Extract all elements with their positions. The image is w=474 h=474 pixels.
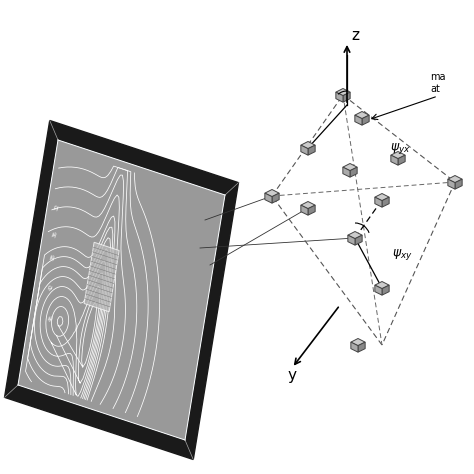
Polygon shape — [348, 231, 362, 238]
Text: ma
at: ma at — [430, 72, 446, 93]
Polygon shape — [18, 140, 225, 440]
Text: 38: 38 — [49, 253, 56, 261]
Polygon shape — [343, 167, 350, 177]
Text: 46: 46 — [48, 315, 55, 323]
Text: 36: 36 — [52, 230, 58, 238]
Polygon shape — [343, 164, 357, 171]
Polygon shape — [350, 167, 357, 177]
Polygon shape — [336, 89, 350, 96]
Polygon shape — [343, 92, 350, 102]
Polygon shape — [382, 197, 389, 207]
Text: z: z — [351, 28, 359, 43]
Polygon shape — [448, 179, 455, 189]
Polygon shape — [355, 115, 362, 125]
Text: 32: 32 — [54, 203, 61, 211]
Polygon shape — [355, 235, 362, 245]
Polygon shape — [5, 120, 238, 459]
Polygon shape — [301, 205, 308, 215]
Text: 42: 42 — [48, 283, 55, 292]
Polygon shape — [391, 155, 398, 165]
Polygon shape — [351, 342, 358, 352]
Polygon shape — [308, 145, 315, 155]
Text: y: y — [288, 368, 297, 383]
Polygon shape — [358, 342, 365, 352]
Polygon shape — [265, 190, 279, 197]
Polygon shape — [336, 92, 343, 102]
Polygon shape — [398, 155, 405, 165]
Polygon shape — [382, 285, 389, 295]
Polygon shape — [375, 193, 389, 201]
Polygon shape — [355, 111, 369, 118]
Polygon shape — [391, 152, 405, 159]
Polygon shape — [375, 285, 382, 295]
Polygon shape — [301, 142, 315, 149]
Text: $\psi_{xy}$: $\psi_{xy}$ — [392, 246, 413, 262]
Polygon shape — [448, 175, 462, 182]
Polygon shape — [265, 193, 272, 203]
Polygon shape — [301, 145, 308, 155]
Polygon shape — [348, 235, 355, 245]
Polygon shape — [375, 197, 382, 207]
Polygon shape — [301, 201, 315, 209]
Text: $\psi_{yx}$: $\psi_{yx}$ — [390, 140, 410, 155]
Polygon shape — [308, 205, 315, 215]
Polygon shape — [351, 338, 365, 346]
Polygon shape — [18, 140, 225, 440]
Polygon shape — [455, 179, 462, 189]
Polygon shape — [84, 242, 119, 312]
Polygon shape — [375, 282, 389, 289]
Polygon shape — [362, 115, 369, 125]
Polygon shape — [272, 193, 279, 203]
